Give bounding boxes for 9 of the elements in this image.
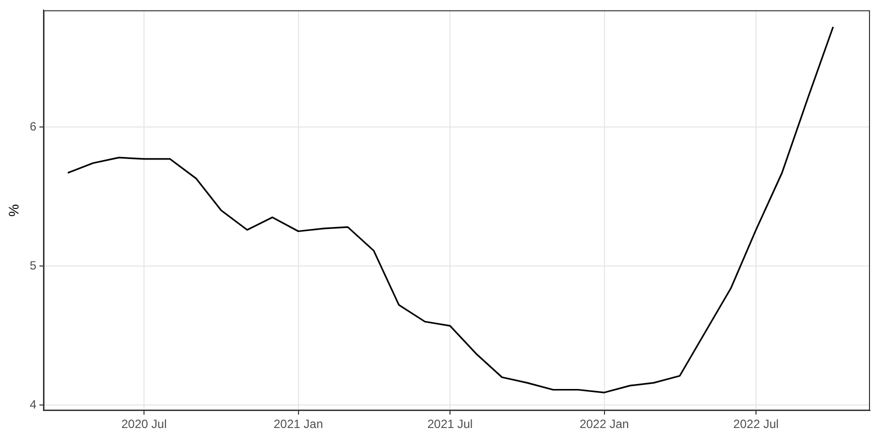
y-tick-label: 6 [30,119,37,134]
x-tick-label: 2021 Jul [427,417,473,432]
y-tick-label: 4 [30,397,37,412]
y-tick-label: 5 [30,258,37,272]
x-tick-label: 2021 Jan [274,417,323,432]
y-axis-title: % [5,204,22,217]
x-tick-label: 2022 Jan [580,417,629,432]
x-tick-label: 2020 Jul [121,417,167,432]
x-tick-label: 2022 Jul [733,417,779,432]
